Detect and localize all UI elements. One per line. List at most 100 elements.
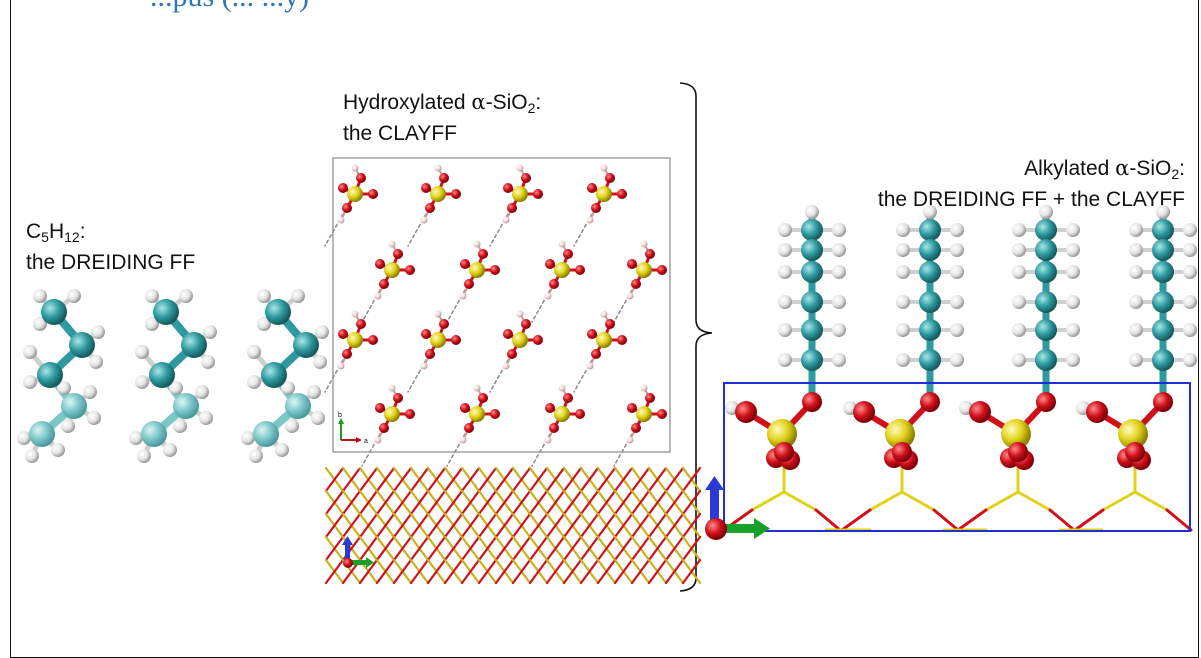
hydrogen-atom: [832, 353, 846, 367]
oxygen-atom: [393, 249, 403, 259]
hydrogen-atom: [87, 411, 101, 425]
oxygen-atom: [521, 319, 531, 329]
bond: [630, 489, 651, 516]
bond: [681, 512, 702, 539]
hydrogen-atom: [1183, 323, 1197, 337]
oxygen-atom: [439, 173, 449, 183]
top-view-panel-border: [332, 157, 671, 453]
oxygen-atom: [342, 349, 352, 359]
carbon-atom: [69, 332, 95, 358]
pentane-molecules: [17, 289, 329, 463]
carbon-atom: [1035, 239, 1057, 261]
bond: [460, 512, 481, 539]
bond: [545, 558, 566, 585]
bond: [324, 535, 345, 562]
oxygen-atom: [451, 189, 461, 199]
silicon-atom: [554, 406, 570, 422]
bond: [1016, 490, 1052, 512]
hydrogen-atom: [626, 292, 634, 300]
pentane-ff: the DREIDING FF: [26, 251, 196, 274]
hydrogen-atom: [586, 362, 594, 370]
bond: [528, 466, 549, 493]
carbon-atom: [1152, 349, 1174, 371]
hydrogen-atom: [516, 310, 524, 318]
oxygen-atom: [627, 259, 637, 269]
oxygen-atom: [587, 329, 597, 339]
oxygen-atom: [605, 319, 615, 329]
oxygen-atom: [591, 203, 601, 213]
oxygen-atom: [533, 335, 543, 345]
carbon-atom: [919, 219, 941, 241]
hydrogen-atom: [558, 384, 566, 392]
hydroxylated-top-view: [324, 164, 667, 467]
silicon-atom: [384, 406, 400, 422]
oxygen-atom: [338, 183, 348, 193]
carbon-atom: [253, 421, 279, 447]
bond: [630, 558, 651, 585]
bond: [681, 466, 702, 493]
hydrogen-atom: [1066, 243, 1080, 257]
bond: [630, 535, 651, 562]
bond: [341, 466, 362, 493]
carbon-atom: [285, 393, 311, 419]
hydrogen-atom: [1129, 243, 1143, 257]
curly-bracket: [679, 82, 713, 592]
silicon-atom: [636, 406, 652, 422]
hydrogen-atom: [241, 431, 255, 445]
bond: [443, 466, 464, 493]
alkylated-label: Alkylated α-SiO2: the DREIDING FF + the …: [877, 156, 1185, 211]
hydrogen-atom: [1183, 353, 1197, 367]
hydrogen-atom: [257, 317, 271, 331]
bond: [596, 535, 617, 562]
top-view-axes: b a: [338, 412, 368, 445]
side-view-axes: [342, 536, 374, 568]
oxygen-atom: [920, 392, 940, 412]
hydrogen-atom: [179, 289, 193, 303]
hydrogen-atom: [1066, 323, 1080, 337]
hydrogen-atom: [832, 243, 846, 257]
hydrogen-atom: [388, 384, 396, 392]
bond: [494, 489, 515, 516]
hydrogen-atom: [778, 223, 792, 237]
hydrogen-atom: [247, 345, 261, 359]
bond: [358, 489, 379, 516]
hydrogen-atom: [600, 310, 608, 318]
oxygen-atom: [1036, 392, 1056, 412]
bond: [477, 535, 498, 562]
bond: [426, 512, 447, 539]
hydrogen-atom: [145, 289, 159, 303]
bond: [647, 512, 668, 539]
bond: [511, 466, 532, 493]
hydrogen-atom: [247, 375, 261, 389]
bond: [868, 490, 904, 512]
hydrogen-atom: [374, 292, 382, 300]
hydrogen-atom: [135, 345, 149, 359]
bond: [392, 535, 413, 562]
hydrogen-atom: [896, 353, 910, 367]
hydrogen-atom: [91, 325, 105, 339]
hydrogen-atom: [1012, 295, 1026, 309]
bond: [664, 466, 685, 493]
hydrogen-atom: [351, 164, 359, 172]
bond: [1073, 508, 1105, 532]
bond: [900, 490, 936, 512]
bond: [596, 558, 617, 585]
hydrogen-atom: [23, 375, 37, 389]
carbon-atom: [801, 319, 823, 341]
bond: [750, 490, 786, 512]
oxygen-atom: [478, 249, 488, 259]
bond: [528, 489, 549, 516]
oxygen-atom: [464, 423, 474, 433]
oxygen-atom: [521, 173, 531, 183]
hydrogen-atom: [626, 436, 634, 444]
oxygen-atom: [549, 279, 559, 289]
bond: [1165, 508, 1193, 532]
bond: [426, 489, 447, 516]
oxygen-atom: [545, 403, 555, 413]
silicon-atom: [1001, 419, 1031, 449]
hydrogen-atom: [23, 345, 37, 359]
hydrogen-atom: [896, 223, 910, 237]
carbon-atom: [1152, 319, 1174, 341]
oxygen-atom: [425, 203, 435, 213]
bond: [494, 558, 515, 585]
